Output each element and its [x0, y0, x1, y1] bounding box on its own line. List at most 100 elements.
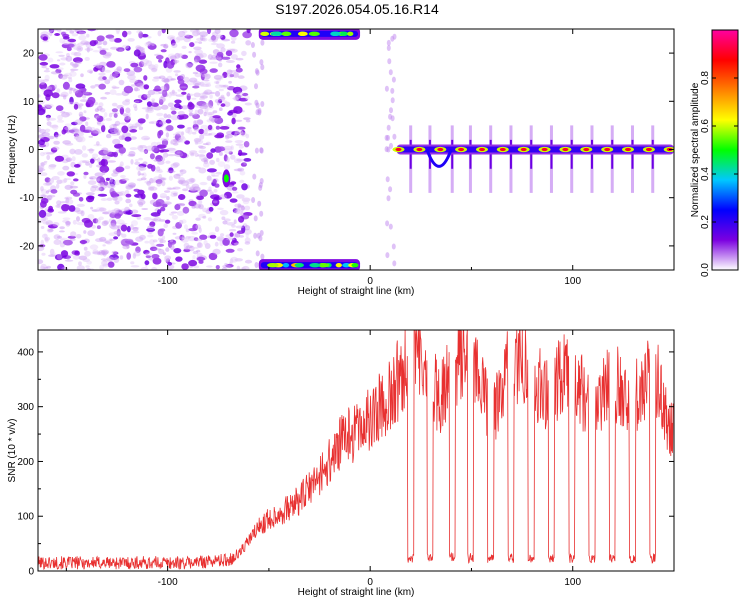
- noise-blob: [169, 239, 177, 245]
- noise-blob: [385, 252, 390, 259]
- edge-band-blob: [317, 262, 330, 268]
- noise-blob: [38, 169, 43, 173]
- noise-blob: [159, 239, 167, 244]
- noise-blob: [218, 99, 223, 104]
- noise-blob: [168, 92, 172, 98]
- noise-blob: [73, 63, 80, 68]
- noise-blob: [65, 29, 72, 32]
- noise-blob: [223, 148, 233, 154]
- noise-blob: [221, 216, 226, 220]
- noise-blob: [68, 205, 76, 212]
- noise-blob: [233, 168, 243, 172]
- noise-blob: [195, 217, 201, 221]
- noise-blob: [196, 256, 206, 261]
- noise-blob: [130, 230, 140, 234]
- noise-blob: [113, 236, 119, 240]
- noise-blob: [66, 129, 70, 134]
- noise-blob: [175, 256, 183, 262]
- noise-blob: [214, 241, 219, 247]
- noise-blob: [110, 209, 119, 215]
- noise-blob: [235, 57, 244, 61]
- noise-blob: [96, 225, 101, 230]
- noise-blob: [179, 83, 188, 91]
- noise-blob: [57, 171, 65, 176]
- noise-blob: [239, 170, 246, 176]
- noise-blob: [163, 45, 169, 49]
- noise-blob: [171, 108, 181, 111]
- noise-blob: [48, 254, 57, 257]
- noise-blob: [118, 211, 125, 215]
- streak-core: [223, 174, 229, 183]
- noise-blob: [250, 42, 255, 48]
- noise-blob: [130, 265, 140, 268]
- noise-blob: [72, 57, 83, 63]
- noise-blob: [47, 135, 55, 140]
- noise-blob: [132, 227, 139, 232]
- noise-blob: [40, 162, 47, 166]
- noise-blob: [192, 85, 200, 89]
- noise-blob: [73, 178, 79, 182]
- noise-blob: [212, 115, 221, 119]
- noise-blob: [196, 29, 201, 36]
- noise-blob: [152, 257, 162, 265]
- noise-blob: [185, 62, 194, 67]
- noise-blob: [215, 77, 224, 81]
- noise-blob: [388, 186, 393, 193]
- noise-blob: [202, 133, 211, 137]
- noise-blob: [79, 160, 87, 164]
- noise-blob: [95, 141, 100, 146]
- noise-blob: [158, 219, 166, 222]
- noise-blob: [181, 219, 187, 224]
- noise-blob: [216, 78, 222, 82]
- noise-blob: [159, 149, 170, 153]
- noise-blob: [40, 172, 48, 177]
- edge-band-blob: [335, 262, 342, 268]
- noise-blob: [210, 42, 219, 46]
- noise-blob: [38, 164, 45, 170]
- noise-blob: [158, 168, 163, 173]
- noise-blob: [91, 130, 99, 137]
- noise-blob: [158, 96, 166, 103]
- noise-blob: [151, 266, 158, 270]
- noise-blob: [124, 206, 130, 212]
- noise-blob: [156, 55, 164, 60]
- noise-blob: [59, 201, 68, 204]
- noise-blob: [120, 174, 126, 179]
- noise-blob: [258, 184, 263, 191]
- noise-blob: [244, 102, 252, 106]
- noise-blob: [213, 74, 222, 80]
- noise-blob: [49, 124, 59, 128]
- noise-blob: [39, 194, 47, 198]
- noise-blob: [40, 162, 45, 167]
- noise-blob: [125, 183, 130, 190]
- noise-blob: [162, 152, 169, 158]
- noise-blob: [193, 237, 199, 242]
- noise-blob: [208, 252, 218, 261]
- noise-blob: [45, 67, 50, 70]
- noise-blob: [202, 79, 210, 82]
- noise-blob: [38, 259, 44, 265]
- noise-blob: [183, 247, 189, 250]
- noise-blob: [146, 181, 152, 186]
- noise-blob: [40, 186, 44, 192]
- noise-blob: [93, 144, 102, 147]
- noise-blob: [102, 155, 111, 160]
- edge-band-signal: [258, 29, 361, 270]
- noise-blob: [103, 181, 109, 186]
- noise-blob: [233, 106, 243, 114]
- noise-blob: [214, 183, 220, 188]
- noise-blob: [106, 197, 113, 201]
- noise-blob: [70, 62, 74, 66]
- noise-blob: [51, 176, 60, 180]
- noise-blob: [113, 127, 120, 134]
- noise-blob: [209, 94, 213, 99]
- noise-blob: [203, 240, 208, 246]
- noise-blob: [218, 57, 223, 62]
- noise-blob: [39, 82, 48, 90]
- noise-blob: [41, 65, 47, 69]
- noise-blob: [161, 77, 170, 83]
- noise-blob: [198, 97, 206, 101]
- noise-blob: [179, 114, 189, 120]
- noise-blob: [172, 133, 177, 136]
- noise-blob: [44, 236, 51, 241]
